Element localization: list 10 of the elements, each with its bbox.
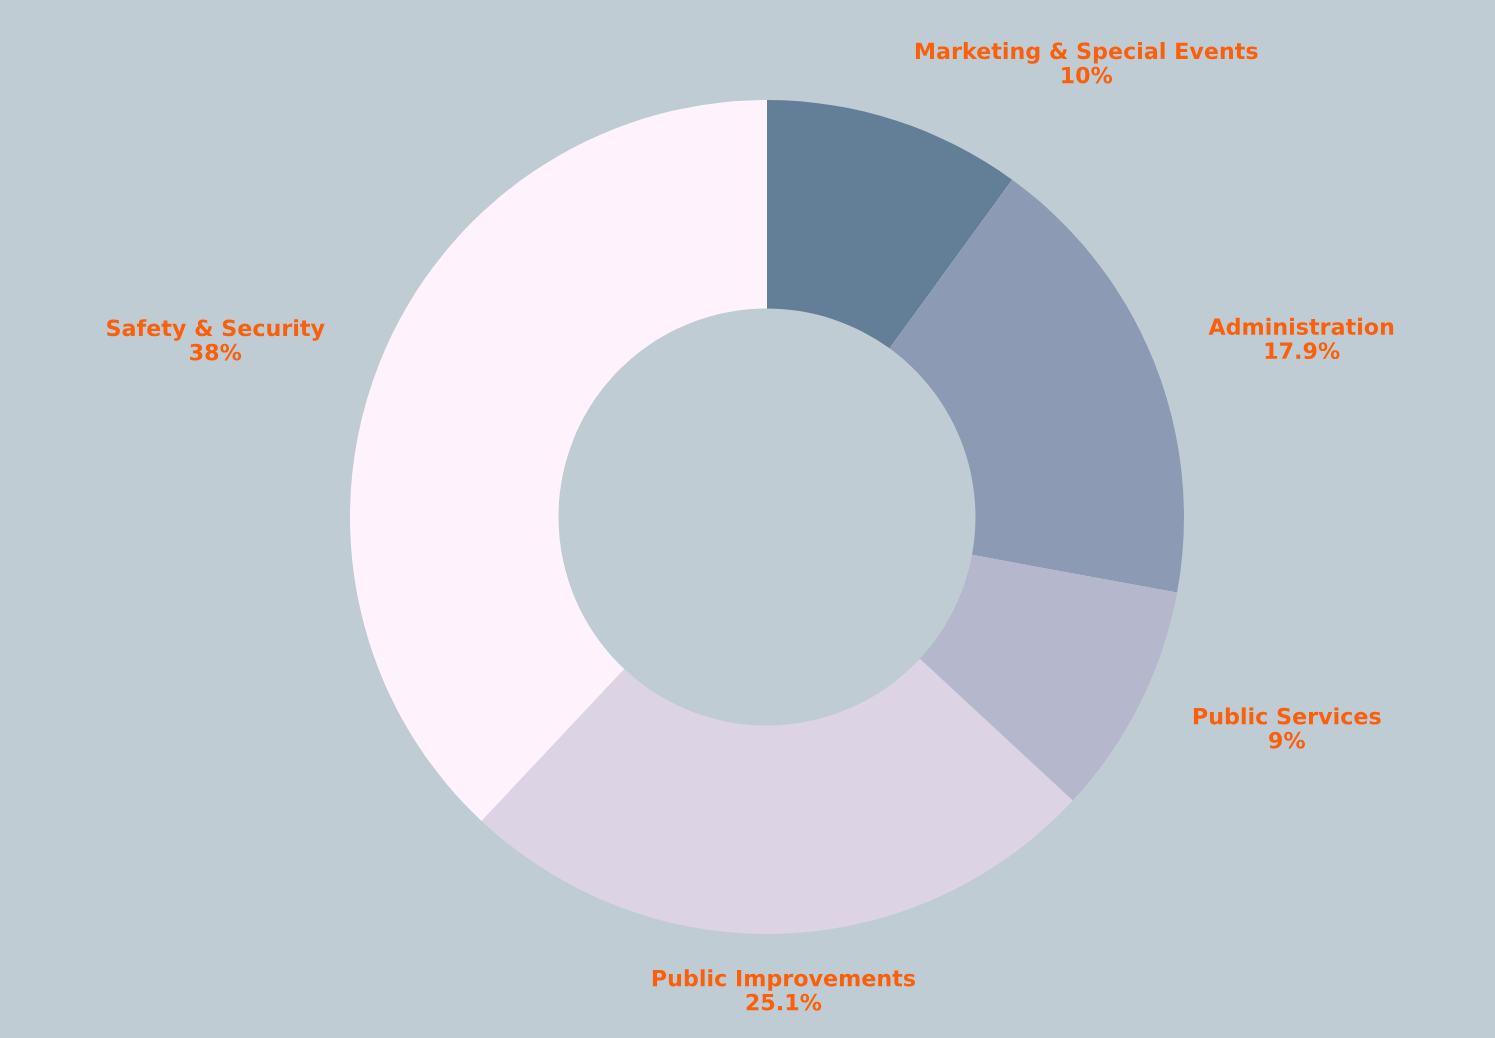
data-label: 9% [1269,731,1305,749]
slice-label: Marketing & Special Events [915,42,1258,64]
data-label: 38% [190,343,242,361]
slice-label: Safety & Security [107,319,325,341]
slice-label: Public Services [1193,707,1381,725]
slice-label: Administration [1208,317,1394,336]
data-label: 17.9% [1265,342,1340,360]
data-label: 25.1% [746,993,822,1011]
data-label: 10% [1062,66,1113,84]
slice-label: Public Improvements [652,969,915,991]
